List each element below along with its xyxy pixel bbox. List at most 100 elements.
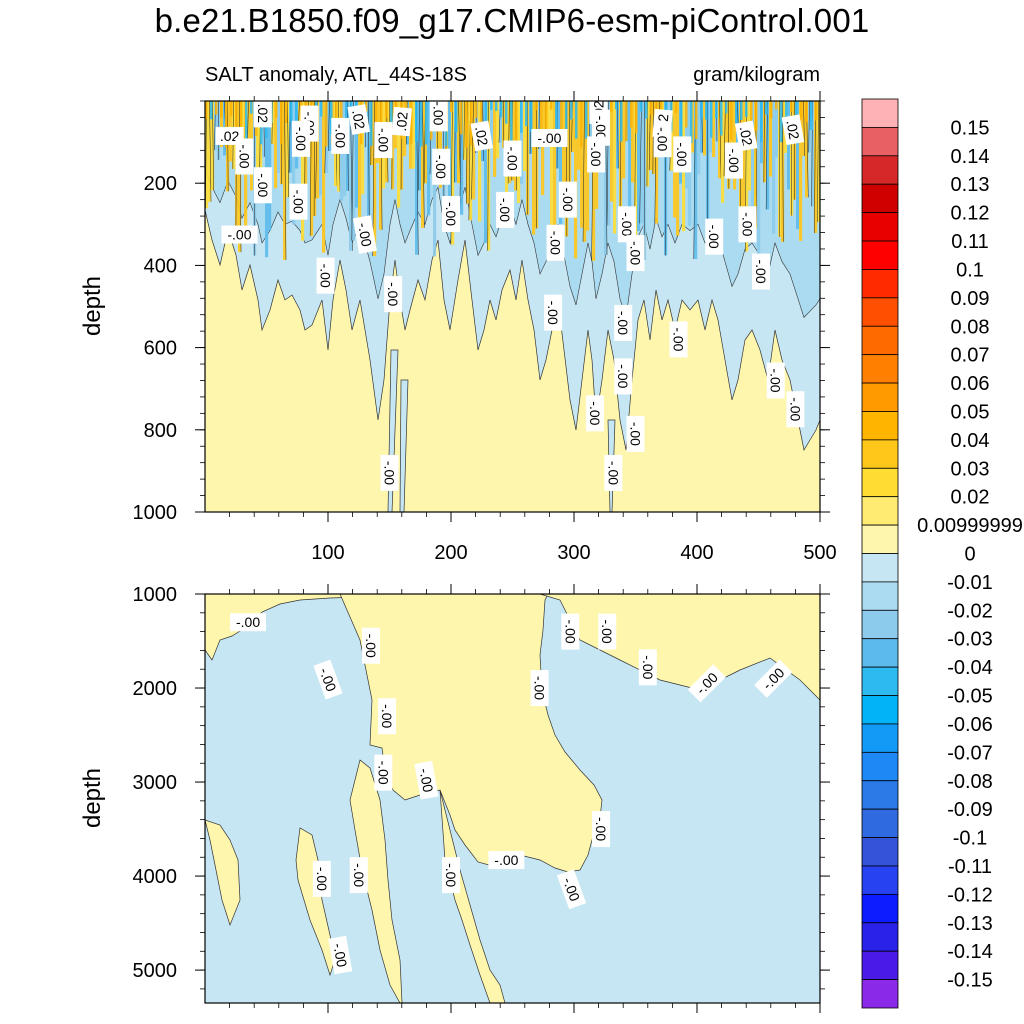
contour-line — [617, 101, 619, 169]
colorbar-label: 0.12 — [951, 203, 990, 225]
streak — [240, 101, 243, 149]
contour-label-bg — [558, 181, 577, 218]
streak — [475, 101, 478, 118]
contour-label-text: .02 — [737, 125, 756, 147]
contour-label: -.00 — [626, 235, 645, 272]
contour-label-text: -.00 — [548, 231, 564, 255]
contour-line — [719, 101, 722, 179]
contour-label: -.00 — [235, 138, 254, 175]
contour-label-bg — [531, 128, 568, 147]
contour-label: -.00 — [316, 257, 335, 294]
streak — [325, 101, 328, 147]
streak — [640, 101, 644, 224]
streak — [205, 101, 208, 119]
contour-label-text: .02 — [255, 104, 271, 124]
x-tick-label: 500 — [803, 542, 836, 564]
y-tick-label: 2000 — [133, 678, 178, 700]
contour-label-text: -.00 — [431, 101, 447, 125]
contour-line — [284, 101, 287, 260]
streak — [607, 101, 611, 226]
streak — [463, 101, 467, 160]
streak — [405, 101, 408, 110]
contour-label: -.00 — [331, 117, 350, 154]
streak — [530, 101, 533, 133]
contour-label-text: -.00 — [605, 461, 621, 485]
contour-label: -.00 — [669, 321, 688, 358]
contour-label: -.00 — [766, 362, 785, 399]
contour-line — [817, 101, 819, 223]
contour-label-text: -.00 — [227, 227, 251, 243]
contour-line — [418, 101, 420, 191]
streak — [455, 101, 458, 133]
contour-label-bg — [546, 224, 565, 261]
contour-label-bg — [556, 869, 587, 910]
streak — [637, 101, 641, 232]
contour-label-text: -.00 — [293, 127, 309, 151]
streak — [457, 101, 461, 184]
streak — [745, 101, 748, 117]
contour-label: -.00 — [380, 454, 399, 491]
contour-line — [209, 101, 212, 202]
streak — [361, 101, 365, 195]
streak — [735, 101, 738, 125]
contour-label: -.00 — [442, 857, 460, 894]
streak — [469, 101, 473, 221]
streak — [490, 101, 494, 149]
contour-label-bg — [544, 294, 563, 331]
streak — [697, 101, 701, 175]
contour-label-bg — [349, 857, 368, 894]
streak — [619, 101, 623, 237]
colorbar-label: -0.05 — [947, 686, 993, 708]
streak — [268, 101, 272, 231]
negative-intrusion — [399, 379, 409, 512]
colorbar-swatch — [861, 382, 899, 412]
colorbar-swatch — [861, 666, 899, 696]
contour-label-bg — [687, 664, 726, 703]
streak — [646, 101, 650, 187]
streak — [787, 101, 791, 190]
variable-subtitle: SALT anomaly, ATL_44S-18S — [205, 64, 468, 86]
contour-label-bg — [503, 140, 522, 177]
colorbar-swatch — [861, 467, 899, 498]
contour-label-text: -.00 — [332, 124, 348, 148]
streak — [765, 101, 768, 115]
streak — [412, 101, 416, 169]
contour-label-text: -.00 — [537, 130, 561, 146]
streak — [310, 101, 314, 236]
contour-label-text: -.00 — [588, 142, 604, 166]
y-tick-label: 400 — [144, 255, 177, 277]
colorbar-label: -0.15 — [947, 970, 993, 992]
streak — [750, 101, 753, 140]
streak — [694, 101, 698, 260]
contour-label-bg — [230, 613, 267, 632]
colorbar-label: 0.13 — [951, 174, 990, 196]
colorbar-swatch — [861, 609, 899, 640]
contour-label-text: -.00 — [532, 676, 548, 700]
streak — [214, 101, 218, 151]
contour-label-bg — [384, 276, 403, 313]
streak — [795, 101, 798, 117]
streak — [301, 101, 305, 241]
contour-line — [205, 101, 207, 209]
streak — [490, 101, 493, 110]
streak — [553, 101, 557, 257]
colorbar-swatch — [861, 98, 899, 128]
streak — [427, 101, 431, 216]
streak — [685, 101, 688, 128]
contour-line — [582, 101, 585, 242]
positive-anomaly-region — [205, 594, 820, 1003]
streak — [292, 101, 296, 225]
streak — [570, 101, 573, 120]
colorbar-swatch — [861, 581, 899, 611]
contour-label-text: -.00 — [351, 863, 367, 887]
contour-label-text: -.00 — [619, 212, 635, 236]
streak — [211, 101, 215, 191]
streak — [300, 101, 303, 110]
colorbar-label: 0.04 — [951, 430, 990, 452]
contour-label: -.00 — [751, 253, 770, 290]
streak — [316, 101, 320, 199]
streak — [286, 101, 290, 198]
contour-label-bg — [414, 760, 439, 800]
contour-label-text: -.00 — [330, 942, 350, 969]
streak — [580, 101, 584, 228]
